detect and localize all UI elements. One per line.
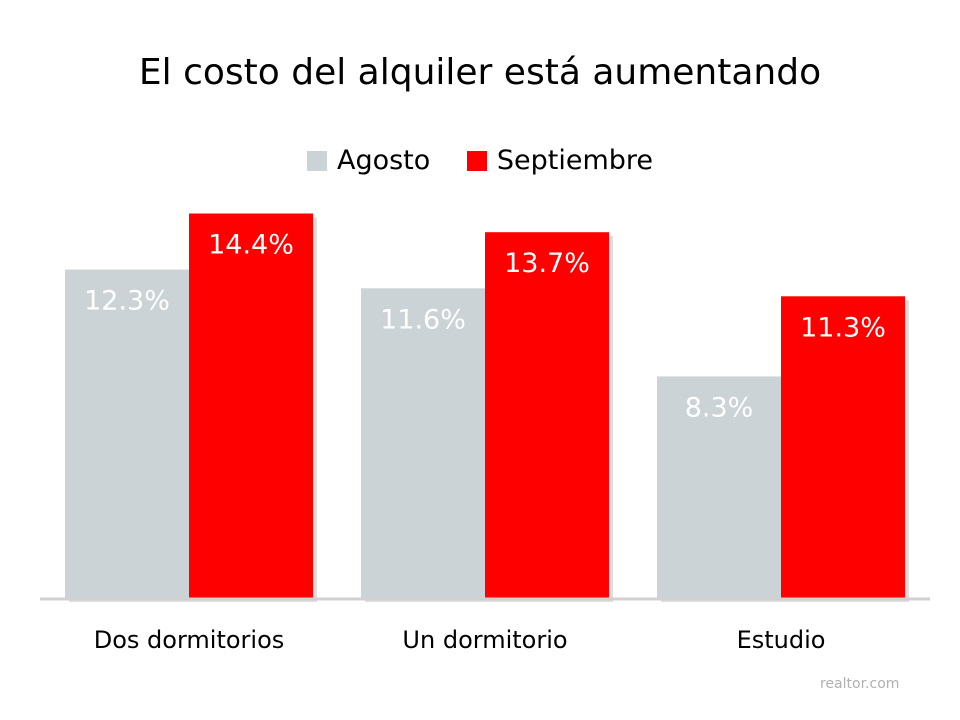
legend-swatch-septiembre [466,150,487,171]
legend: Agosto Septiembre [0,145,960,178]
source-credit: realtor.com [820,676,900,692]
category-label: Un dormitorio [402,626,567,654]
category-label: Estudio [737,626,826,654]
data-label: 14.4% [208,230,294,261]
bar-agosto-2 [361,288,485,598]
legend-swatch-agosto [306,150,327,171]
bar-septiembre-1 [189,213,313,598]
bar-septiembre-3 [781,296,905,598]
category-label: Dos dormitorios [94,626,285,654]
data-label: 12.3% [84,286,170,317]
legend-item-agosto: Agosto [306,145,431,176]
legend-label: Agosto [336,145,431,176]
data-label: 11.6% [380,304,466,335]
bar-agosto-3 [657,376,781,598]
data-label: 13.7% [504,248,590,279]
bar-septiembre-2 [485,232,609,598]
data-label: 11.3% [800,312,886,343]
legend-item-septiembre: Septiembre [466,145,654,176]
data-label: 8.3% [685,392,754,423]
legend-label: Septiembre [496,145,654,176]
bar-agosto-1 [65,269,189,598]
chart-title: El costo del alquiler está aumentando [138,52,822,93]
